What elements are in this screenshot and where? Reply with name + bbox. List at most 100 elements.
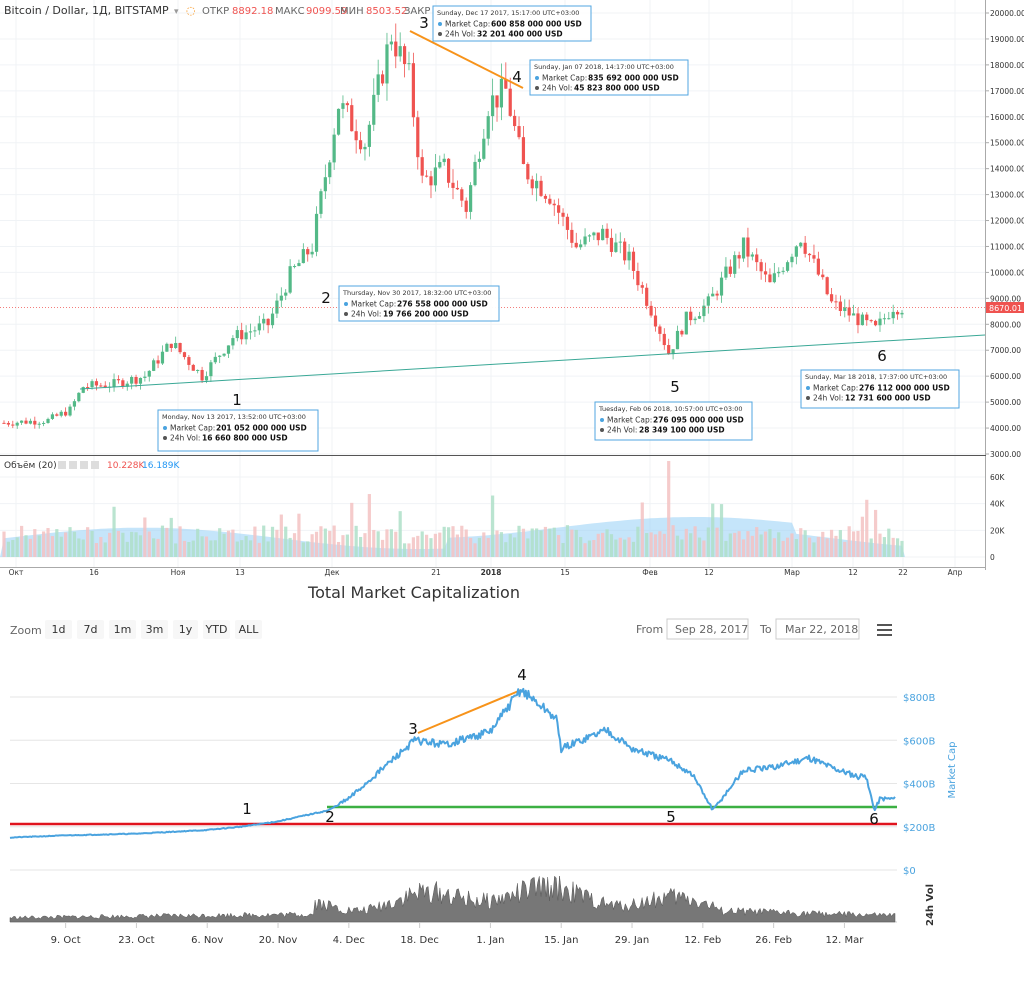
vol-dot bbox=[163, 436, 167, 440]
time-tick: 26. Feb bbox=[755, 935, 792, 946]
candle-body bbox=[794, 246, 798, 257]
volume-bar bbox=[204, 536, 209, 557]
zoom-ytd-button[interactable]: YTD bbox=[203, 620, 230, 639]
candle-body bbox=[323, 177, 327, 192]
candle-body bbox=[741, 237, 746, 259]
candle-body bbox=[675, 330, 680, 350]
volume-bar bbox=[394, 531, 398, 557]
settings-circle-icon[interactable]: ◌ bbox=[186, 4, 196, 17]
close-icon[interactable] bbox=[80, 461, 88, 469]
candle-body bbox=[442, 158, 446, 163]
candle-body bbox=[112, 379, 116, 387]
volume-bar bbox=[328, 530, 332, 557]
volume-bar bbox=[125, 541, 129, 557]
symbol-dropdown-icon[interactable]: ▾ bbox=[174, 7, 179, 17]
candle-body bbox=[803, 242, 807, 254]
more-icon[interactable] bbox=[91, 461, 99, 469]
candle-body bbox=[6, 422, 11, 425]
volume-bar bbox=[262, 525, 266, 557]
candle-body bbox=[196, 369, 200, 371]
volume-bar bbox=[807, 537, 812, 557]
zoom-1y-button[interactable]: 1y bbox=[173, 620, 198, 639]
high-value: 9099.59 bbox=[306, 6, 347, 17]
candle-body bbox=[402, 46, 407, 65]
zoom-all-button[interactable]: ALL bbox=[235, 620, 262, 639]
candle-body bbox=[662, 333, 666, 346]
volume-bar bbox=[446, 527, 451, 557]
candle-body bbox=[579, 244, 583, 248]
candle-body bbox=[464, 200, 468, 212]
volume-bar bbox=[521, 528, 526, 557]
candle-body bbox=[799, 242, 803, 247]
candle-body bbox=[843, 307, 847, 311]
from-label: From bbox=[636, 623, 663, 636]
candle-body bbox=[200, 369, 204, 381]
volume-bar bbox=[244, 536, 248, 557]
vol-dot bbox=[535, 86, 539, 90]
close-label: ЗАКР bbox=[404, 6, 430, 17]
volume-bar bbox=[297, 513, 301, 557]
candle-body bbox=[68, 406, 72, 416]
candle-body bbox=[363, 146, 367, 150]
volume-tick: 0 bbox=[990, 553, 995, 562]
zoom-3m-button[interactable]: 3m bbox=[141, 620, 168, 639]
settings-icon[interactable] bbox=[69, 461, 77, 469]
candle-body bbox=[389, 41, 393, 45]
volume-bar bbox=[402, 543, 407, 557]
volume-bar bbox=[310, 534, 314, 557]
volume-bar bbox=[332, 525, 336, 557]
candle-body bbox=[777, 271, 781, 274]
open-value: 8892.18 bbox=[232, 6, 273, 17]
candle-body bbox=[165, 343, 169, 352]
volume-bar bbox=[728, 533, 732, 557]
volume-bar bbox=[178, 526, 182, 557]
time-tick: 23. Oct bbox=[118, 935, 154, 946]
to-date-input[interactable] bbox=[775, 618, 860, 640]
zoom-button-bg bbox=[173, 620, 198, 639]
volume-bar bbox=[385, 529, 389, 557]
price-tick: 10000.00 bbox=[990, 268, 1024, 277]
volume-bar bbox=[319, 526, 323, 557]
volume-bar bbox=[486, 537, 490, 557]
tooltip: Sunday, Mar 18 2018, 17:37:00 UTC+03:00 M… bbox=[800, 369, 960, 409]
from-date-input[interactable] bbox=[666, 618, 749, 640]
volume-bar bbox=[711, 503, 715, 557]
zoom-1m-button[interactable]: 1m bbox=[109, 620, 136, 639]
time-tick: 1. Jan bbox=[476, 935, 504, 946]
candle-body bbox=[28, 420, 33, 424]
tooltip-date: Sunday, Mar 18 2018, 17:37:00 UTC+03:00 bbox=[805, 373, 947, 381]
volume-bar bbox=[517, 525, 521, 557]
menu-icon[interactable] bbox=[877, 624, 892, 636]
candle-body bbox=[473, 161, 477, 186]
zoom-button-bg bbox=[45, 620, 72, 639]
price-tick: 4000.00 bbox=[990, 424, 1021, 433]
volume-bar bbox=[156, 538, 160, 557]
volume-bar bbox=[464, 529, 468, 557]
zoom-7d-button[interactable]: 7d bbox=[77, 620, 104, 639]
symbol-title[interactable]: Bitcoin / Dollar, 1Д, BITSTAMP bbox=[4, 4, 169, 17]
volume-bar bbox=[257, 542, 261, 557]
volume-bar bbox=[86, 527, 90, 557]
candle-body bbox=[55, 414, 59, 416]
candle-body bbox=[433, 167, 437, 186]
tooltip-box bbox=[432, 5, 592, 42]
volume-bar bbox=[702, 540, 706, 557]
candle-body bbox=[103, 385, 107, 388]
tooltip-cap: 276 112 000 000 USD bbox=[859, 384, 950, 393]
time-tick: Ноя bbox=[171, 568, 186, 577]
candle-body bbox=[829, 294, 834, 302]
visibility-icon[interactable] bbox=[58, 461, 66, 469]
candle-body bbox=[231, 338, 235, 346]
candle-body bbox=[420, 157, 424, 176]
volume-bar bbox=[843, 541, 847, 557]
candle-body bbox=[345, 103, 349, 106]
candle-body bbox=[750, 254, 754, 257]
point-label-4: 4 bbox=[512, 68, 522, 86]
candle-body bbox=[138, 377, 143, 384]
candle-body bbox=[719, 277, 724, 296]
volume-bar bbox=[442, 526, 446, 557]
zoom-1d-button[interactable]: 1d bbox=[45, 620, 72, 639]
volume-bar bbox=[491, 495, 495, 557]
time-tick: 20. Nov bbox=[259, 935, 298, 946]
